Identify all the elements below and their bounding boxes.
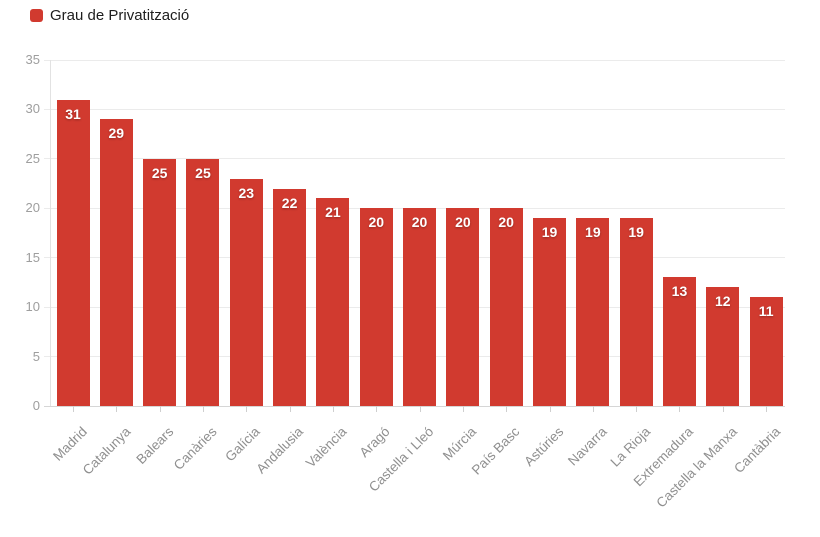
- x-axis-tick: [116, 406, 118, 412]
- bar[interactable]: 29: [99, 119, 133, 406]
- y-axis-tick-label: 10: [25, 299, 40, 315]
- y-axis-tick-label: 35: [25, 52, 40, 67]
- bar-value-label: 11: [758, 303, 774, 320]
- y-axis-tick-label: 15: [25, 249, 40, 265]
- y-axis-tick-label: 5: [32, 348, 40, 364]
- legend-swatch-icon: [30, 9, 43, 22]
- bar-value-label: 20: [455, 214, 471, 231]
- bar[interactable]: 22: [273, 188, 307, 406]
- bar-value-label: 20: [368, 214, 385, 231]
- gridline: [44, 108, 785, 110]
- bar[interactable]: 31: [56, 99, 90, 406]
- x-axis-tick: [722, 406, 724, 412]
- bar-value-label: 19: [585, 224, 601, 241]
- x-axis-category-label: Navarra: [564, 424, 610, 469]
- x-axis-category-label: Madrid: [49, 424, 90, 464]
- y-axis-tick-label: 20: [25, 200, 40, 216]
- bar-value-label: 12: [715, 293, 731, 310]
- bar[interactable]: 25: [143, 158, 177, 406]
- bar-value-label: 20: [498, 214, 514, 231]
- x-axis-tick: [73, 406, 74, 412]
- bar[interactable]: 19: [533, 218, 567, 406]
- bar-value-label: 25: [151, 164, 168, 181]
- x-axis-tick: [419, 406, 421, 412]
- x-axis-tick: [376, 406, 378, 412]
- x-axis-tick: [462, 406, 464, 412]
- bar-value-label: 19: [541, 224, 558, 241]
- x-axis-category-label: Balears: [133, 424, 177, 467]
- bar[interactable]: 20: [359, 208, 393, 406]
- bar[interactable]: 25: [186, 158, 220, 406]
- x-axis-category-label: Canàries: [170, 424, 220, 473]
- bar-value-label: 31: [65, 105, 81, 122]
- y-axis-tick-label: 0: [32, 398, 40, 413]
- bar[interactable]: 20: [446, 208, 480, 406]
- bar-value-label: 19: [628, 224, 644, 241]
- x-axis-tick: [766, 406, 768, 412]
- x-axis-tick: [202, 406, 204, 412]
- x-axis-tick: [289, 406, 291, 412]
- bar-value-label: 29: [108, 125, 125, 142]
- x-axis-category-label: Castella la Manxa: [652, 424, 740, 511]
- bar[interactable]: 12: [706, 287, 740, 406]
- bar-value-label: 23: [238, 184, 255, 201]
- x-axis-tick: [636, 406, 638, 412]
- x-axis-category-label: València: [303, 424, 350, 471]
- y-axis-tick-label: 25: [25, 150, 40, 166]
- x-axis-category-label: Múrcia: [440, 424, 480, 464]
- bar-value-label: 22: [281, 194, 298, 211]
- bar-value-label: 13: [671, 283, 688, 300]
- x-axis-category-label: Astúries: [521, 424, 567, 470]
- bar[interactable]: 23: [229, 178, 263, 406]
- bar[interactable]: 19: [576, 218, 610, 406]
- x-axis-tick: [246, 406, 248, 412]
- x-axis-category-label: Galícia: [222, 424, 263, 465]
- x-axis-tick: [332, 406, 334, 412]
- bar[interactable]: 21: [316, 198, 350, 406]
- bar-value-label: 20: [411, 214, 428, 231]
- bar-value-label: 21: [325, 204, 341, 221]
- legend-label: Grau de Privatització: [50, 7, 190, 24]
- bar-value-label: 25: [195, 164, 211, 181]
- bar[interactable]: 13: [662, 277, 696, 406]
- y-axis-tick-label: 30: [25, 101, 40, 117]
- x-axis-tick: [506, 406, 508, 412]
- x-axis-tick: [679, 406, 681, 412]
- x-axis-category-label: Aragó: [356, 424, 393, 461]
- bar[interactable]: 19: [619, 218, 653, 406]
- legend: Grau de Privatització: [30, 7, 189, 24]
- bar[interactable]: 20: [489, 208, 523, 406]
- gridline: [44, 158, 785, 160]
- x-axis-category-label: Cantàbria: [730, 424, 783, 477]
- x-axis-baseline: [44, 405, 785, 407]
- y-axis-line: [50, 60, 51, 406]
- gridline: [44, 59, 785, 61]
- x-axis-tick: [549, 406, 551, 412]
- bar[interactable]: 20: [403, 208, 437, 406]
- x-axis-tick: [592, 406, 594, 412]
- bar[interactable]: 11: [749, 297, 783, 406]
- x-axis-tick: [159, 406, 161, 412]
- x-axis-category-label: Andalusia: [253, 424, 307, 477]
